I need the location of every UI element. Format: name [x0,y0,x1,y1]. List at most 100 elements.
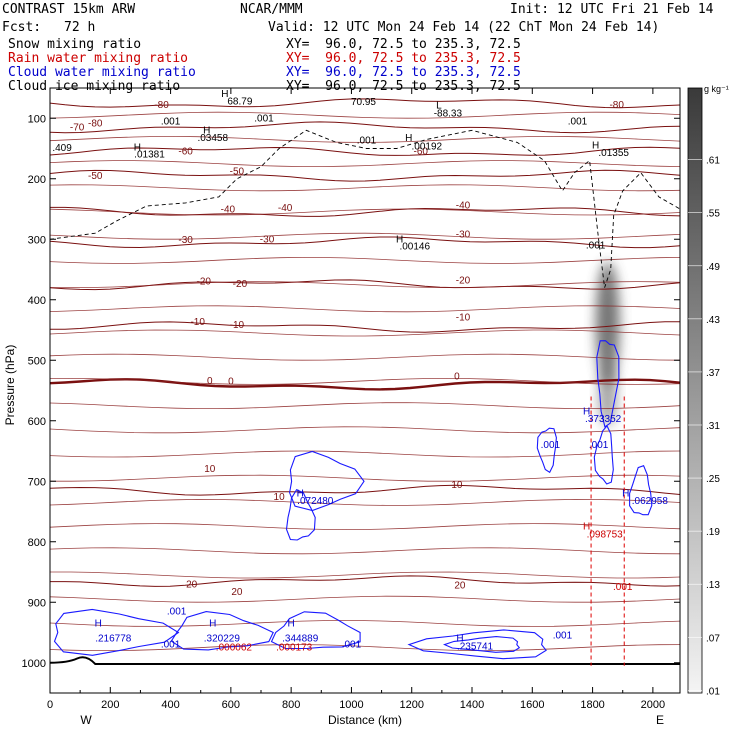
temperature-label: -80 [88,119,103,130]
temperature-label: -40 [221,205,236,216]
cloud-water-contour [285,488,316,541]
y-tick-label: 400 [28,295,46,307]
x-tick-label: 0 [47,699,53,711]
snow-shading [595,261,620,386]
cloud-water-contour [407,629,547,660]
temperature-label: -10 [230,320,245,331]
cloud-water-contour [170,611,274,651]
cloud-water-contour [270,611,361,650]
isotherm-minor-line [49,111,681,119]
rain-label: .098753 [587,530,624,541]
x-tick-label: 600 [222,699,240,711]
x-tick-label: 1400 [460,699,484,711]
east-label: E [656,713,664,727]
isotherm-minor-line [49,426,681,434]
temperature-label: -20 [456,275,471,286]
colorbar-level-label: .37 [706,368,720,379]
surface-line [49,656,680,665]
cloud-ice-label: -88.33 [434,108,463,119]
field-cloudice-name: Cloud ice mixing ratio [8,79,181,94]
isotherm-minor-line [49,208,681,216]
field-rain-xy: XY= 96.0, 72.5 to 235.3, 72.5 [286,51,521,66]
cloud-water-label: .216778 [95,634,132,645]
field-cloudwater-xy: XY= 96.0, 72.5 to 235.3, 72.5 [286,65,521,80]
temperature-label: -30 [456,229,471,240]
colorbar-level-label: .31 [706,421,720,432]
plot-frame [49,87,681,694]
cloud-ice-label: .001 [568,116,588,127]
temperature-label: -60 [414,147,429,158]
x-tick-label: 400 [161,699,179,711]
y-tick-label: 200 [28,174,46,186]
cloud-ice-label: .01355 [598,148,629,159]
isotherm-minor-line [49,184,681,192]
fcst-value: 72 h [64,20,96,35]
y-tick-label: 700 [28,476,46,488]
rain-label: .000062 [216,643,253,654]
cloud-water-label: H [95,618,102,629]
isotherm-minor-line [49,135,681,143]
cloud-ice-label: H [134,142,141,153]
temperature-label: -50 [88,171,103,182]
cloud-water-contour [536,427,557,474]
cloud-ice-label: .409 [52,143,72,154]
colorbar-level-label: .13 [706,580,720,591]
temperature-label: 20 [454,580,466,591]
temperature-label: -20 [197,277,212,288]
temperature-label: -40 [278,203,293,214]
isotherm-minor-line [49,281,681,289]
isotherm-minor-line [49,450,681,458]
cloud-water-label: H [456,634,463,645]
colorbar-level-label: .25 [706,474,720,485]
isotherm-minor-line [49,305,681,313]
colorbar-level-label: .19 [706,527,720,538]
cloud-water-label: H [297,488,304,499]
x-tick-label: 2000 [641,699,665,711]
temperature-label: 10 [274,492,286,503]
cloud-water-label: .344889 [282,634,319,645]
temperature-label: -70 [70,122,85,133]
cloud-water-label: .072480 [297,496,334,507]
isotherm-minor-line [49,498,681,506]
cloud-water-label: H [583,407,590,418]
y-tick-label: 500 [28,355,46,367]
isotherm-line [49,169,681,182]
temperature-label: 20 [186,580,198,591]
rain-label: .001 [613,582,633,593]
cloud-water-contour [53,608,180,656]
temperature-label: 10 [204,464,216,475]
isotherm-minor-line [50,571,681,579]
cloud-ice-label: H [592,141,599,152]
isotherm-minor-line [50,474,681,482]
x-tick-label: 1600 [520,699,544,711]
cloud-ice-label: H [396,234,403,245]
colorbar-level-label: .55 [706,209,720,220]
cloud-water-contour [596,340,620,428]
temperature-label: 0 [207,376,213,387]
isotherm-minor-line [49,377,681,385]
cloud-ice-contour [49,129,681,288]
cloud-ice-label: H [405,133,412,144]
x-tick-label: 1000 [339,699,363,711]
cloud-water-label: .001 [589,440,609,451]
isotherm-minor-line [49,160,681,167]
rain-label: .000173 [276,643,313,654]
isotherm-minor-line [49,232,681,240]
cloud-ice-label: 68.79 [227,96,252,107]
fcst-label: Fcst: [2,20,42,35]
field-snow-xy: XY= 96.0, 72.5 to 235.3, 72.5 [286,37,521,52]
cloud-ice-label: H [203,125,210,136]
west-label: W [80,713,92,727]
isotherm-minor-line [49,256,681,264]
temperature-label: -60 [178,147,193,158]
x-tick-label: 1800 [580,699,604,711]
temperature-label: -80 [609,100,624,111]
cloud-water-contour [442,636,521,653]
colorbar-level-label: .07 [706,633,720,644]
colorbar-units: g kg⁻¹ [704,84,729,94]
temperature-label: -30 [178,235,193,246]
isotherm-minor-line [49,595,681,603]
y-tick-label: 800 [28,537,46,549]
isotherm-minor-line [49,547,681,555]
